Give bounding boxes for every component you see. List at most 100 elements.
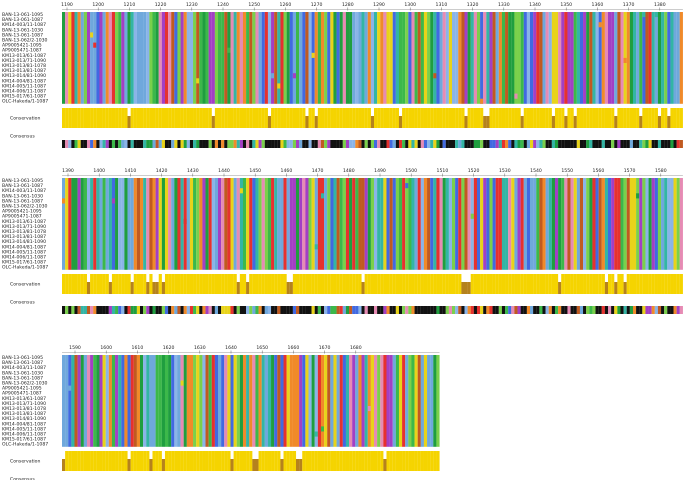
consensus-cell (611, 306, 615, 314)
consensus-cell (289, 140, 293, 148)
alignment-column (423, 178, 428, 270)
conservation-bar (140, 274, 144, 294)
conservation-bar (177, 274, 181, 294)
alignment-column (423, 12, 428, 104)
alignment-column (149, 355, 153, 447)
alignment-column (202, 12, 206, 104)
conservation-bar (292, 108, 297, 128)
tick-label: 1400 (93, 168, 105, 174)
conservation-bar (218, 108, 222, 128)
conservation-bar (601, 274, 605, 294)
consensus-cell (224, 306, 228, 314)
conservation-bar (374, 108, 378, 128)
conservation-bar (108, 451, 112, 471)
alignment-column (233, 12, 237, 104)
alignment-column (554, 178, 559, 270)
conservation-bar (576, 108, 580, 128)
alignment-column (152, 178, 156, 270)
consensus-cell (433, 306, 437, 314)
conservation-bar (473, 274, 478, 294)
conservation-bar (589, 108, 593, 128)
alignment-column (620, 12, 624, 104)
alignment-column (408, 12, 412, 104)
conservation-bar (264, 451, 268, 471)
consensus-cell (470, 140, 474, 148)
consensus-cell (358, 306, 362, 314)
consensus-cell (196, 140, 200, 148)
alignment-column (171, 12, 175, 104)
conservation-bar (286, 282, 290, 294)
conservation-bar (90, 451, 94, 471)
consensus-cell (657, 306, 662, 314)
alignment-column (74, 12, 78, 104)
alignment-column (96, 355, 100, 447)
alignment-column (314, 355, 318, 447)
conservation-bar (361, 282, 365, 294)
conservation-bar (299, 274, 303, 294)
sequence-name: KM13-013/81-1078 (2, 229, 46, 235)
conservation-bar (249, 108, 253, 128)
alignment-column (455, 12, 459, 104)
alignment-column (561, 12, 565, 104)
variant-cell (90, 32, 94, 38)
consensus-cell (327, 140, 331, 148)
conservation-bar (439, 108, 443, 128)
conservation-bar (411, 451, 415, 471)
consensus-cell (495, 140, 499, 148)
consensus-cell (121, 306, 125, 314)
consensus-cell (489, 140, 493, 148)
sequence-name: KM14-004/81-1087 (2, 78, 46, 84)
alignment-column (667, 12, 671, 104)
conservation-bar (314, 116, 318, 128)
conservation-bar (370, 116, 375, 128)
alignment-column (127, 178, 131, 270)
consensus-cell (283, 306, 287, 314)
alignment-column (196, 12, 200, 104)
conservation-bar (530, 274, 534, 294)
conservation-bar (177, 108, 181, 128)
alignment-column (227, 12, 231, 104)
conservation-bar (124, 451, 128, 471)
conservation-bar (121, 274, 125, 294)
consensus-cell (208, 306, 212, 314)
alignment-column (433, 178, 437, 270)
consensus-cell (74, 306, 78, 314)
conservation-bar (124, 108, 128, 128)
alignment-column (158, 178, 162, 270)
conservation-bar (417, 274, 421, 294)
consensus-cell (77, 306, 81, 314)
alignment-column (99, 178, 103, 270)
alignment-column (161, 178, 166, 270)
alignment-column (311, 355, 315, 447)
conservation-bar (158, 451, 162, 471)
consensus-cell (620, 306, 624, 314)
alignment-column (302, 12, 306, 104)
conservation-bar (93, 108, 97, 128)
alignment-column (255, 178, 259, 270)
alignment-column (140, 178, 144, 270)
conservation-bar (143, 451, 147, 471)
alignment-column (402, 178, 406, 270)
conservation-bar (520, 116, 524, 128)
tick-label: 1360 (592, 2, 604, 8)
conservation-bar (486, 274, 490, 294)
conservation-bar (498, 108, 502, 128)
consensus-cell (483, 140, 487, 148)
conservation-bar (102, 108, 106, 128)
conservation-bar (386, 108, 390, 128)
alignment-column (218, 355, 222, 447)
alignment-column (158, 12, 162, 104)
conservation-bar (433, 451, 437, 471)
consensus-cell (467, 140, 471, 148)
alignment-column (664, 12, 668, 104)
consensus-cell (124, 140, 128, 148)
consensus-cell (561, 140, 565, 148)
conservation-bar (111, 108, 116, 128)
alignment-column (523, 12, 527, 104)
alignment-column (118, 12, 122, 104)
alignment-column (358, 12, 362, 104)
conservation-bar (526, 274, 531, 294)
variant-cell (367, 406, 371, 412)
alignment-column (642, 12, 646, 104)
consensus-cell (548, 306, 552, 314)
